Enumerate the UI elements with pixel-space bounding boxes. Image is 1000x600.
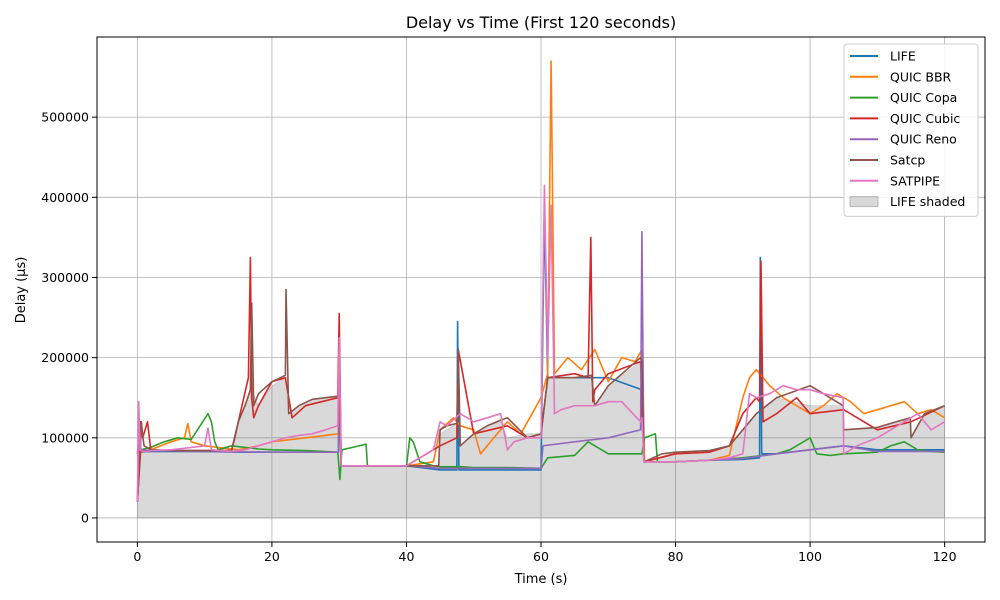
legend-swatch-life-shaded [849, 196, 879, 208]
y-tick-label: 100000 [41, 430, 89, 445]
series-layer [136, 60, 946, 502]
x-tick-label: 60 [533, 549, 549, 564]
legend-box [843, 43, 979, 217]
legend-label-quic-bbr: QUIC BBR [890, 69, 952, 84]
series-line-quic-reno [136, 231, 945, 502]
legend-label-satcp: Satcp [890, 153, 925, 168]
legend-label-life-shaded: LIFE shaded [890, 194, 965, 209]
series-line-satpipe [136, 184, 946, 502]
legend-label-satpipe: SATPIPE [890, 173, 940, 188]
series-line-satcp [136, 288, 945, 467]
legend-label-quic-cubic: QUIC Cubic [890, 111, 960, 126]
legend-label-quic-copa: QUIC Copa [890, 90, 957, 105]
y-tick-label: 500000 [41, 110, 89, 125]
y-tick-label: 200000 [41, 350, 89, 365]
x-tick-label: 40 [399, 549, 415, 564]
legend: LIFE QUIC BBR QUIC Copa QUIC Cubic QUIC Reno… [843, 43, 979, 217]
x-tick-label: 100 [798, 549, 822, 564]
x-tick-label: 0 [133, 549, 141, 564]
legend-label-life: LIFE [890, 49, 916, 64]
chart-title: Delay vs Time (First 120 seconds) [406, 13, 676, 32]
y-tick-label: 400000 [41, 190, 89, 205]
x-tick-label: 120 [933, 549, 957, 564]
x-tick-label: 20 [264, 549, 280, 564]
x-axis-label: Time (s) [514, 572, 568, 587]
tick-layer: 0 20 40 60 80 100 120 0 100000 200000 300000 400000… [41, 110, 956, 564]
x-tick-label: 80 [668, 549, 684, 564]
legend-label-quic-reno: QUIC Reno [890, 132, 957, 147]
y-tick-label: 300000 [41, 270, 89, 285]
y-tick-label: 0 [81, 510, 89, 525]
y-axis-label: Delay (µs) [14, 257, 29, 324]
